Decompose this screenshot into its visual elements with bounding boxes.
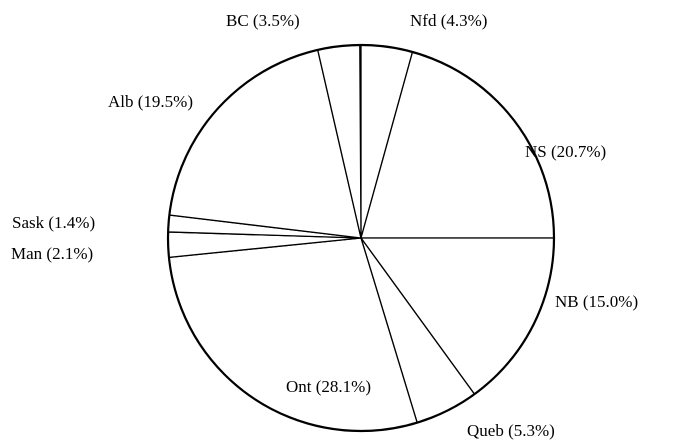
pie-outline xyxy=(166,43,556,433)
slice-label: Nfd (4.3%) xyxy=(410,11,487,30)
slice-label: Queb (5.3%) xyxy=(467,421,555,440)
slice-label: NS (20.7%) xyxy=(525,142,606,161)
slice-label: Alb (19.5%) xyxy=(108,92,193,111)
slice-label: NB (15.0%) xyxy=(555,292,638,311)
slice-label: Ont (28.1%) xyxy=(286,377,371,396)
slice-label: Man (2.1%) xyxy=(11,244,93,263)
slice-label: BC (3.5%) xyxy=(226,11,300,30)
slice-label: Sask (1.4%) xyxy=(12,213,95,232)
